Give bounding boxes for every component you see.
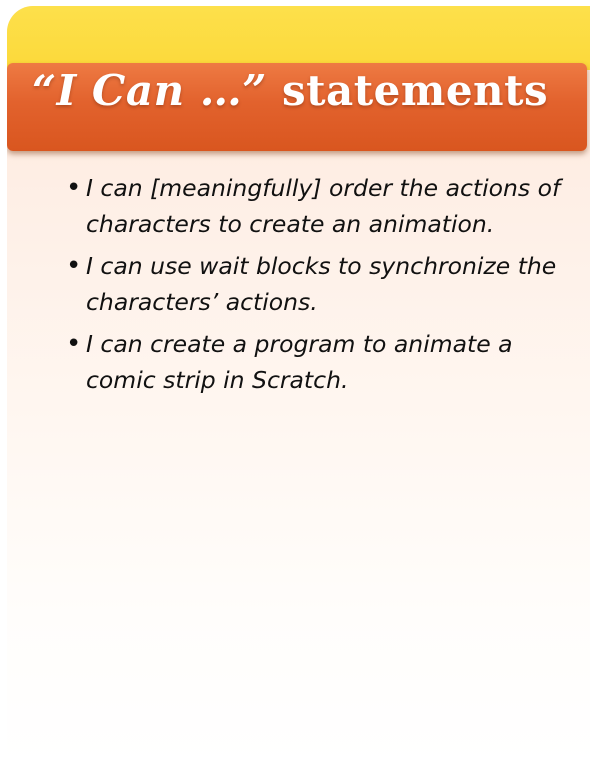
bullet-icon: •: [66, 251, 82, 281]
slide-card: [7, 6, 590, 766]
statement-text: I can create a program to animate a comi…: [86, 330, 513, 394]
statement-text: I can use wait blocks to synchronize the…: [86, 252, 557, 316]
list-item: • I can create a program to animate a co…: [66, 326, 568, 398]
header-bar: [7, 63, 587, 151]
title-quote: “I Can …”: [32, 66, 267, 115]
list-item: • I can [meaningfully] order the actions…: [66, 170, 568, 242]
page-title: “I Can …” statements: [32, 66, 548, 115]
statement-text: I can [meaningfully] order the actions o…: [86, 174, 561, 238]
statement-list: • I can [meaningfully] order the actions…: [66, 170, 568, 404]
yellow-top-band: [7, 6, 590, 70]
list-item: • I can use wait blocks to synchronize t…: [66, 248, 568, 320]
bullet-icon: •: [66, 173, 82, 203]
bullet-icon: •: [66, 329, 82, 359]
title-rest: statements: [266, 66, 549, 115]
